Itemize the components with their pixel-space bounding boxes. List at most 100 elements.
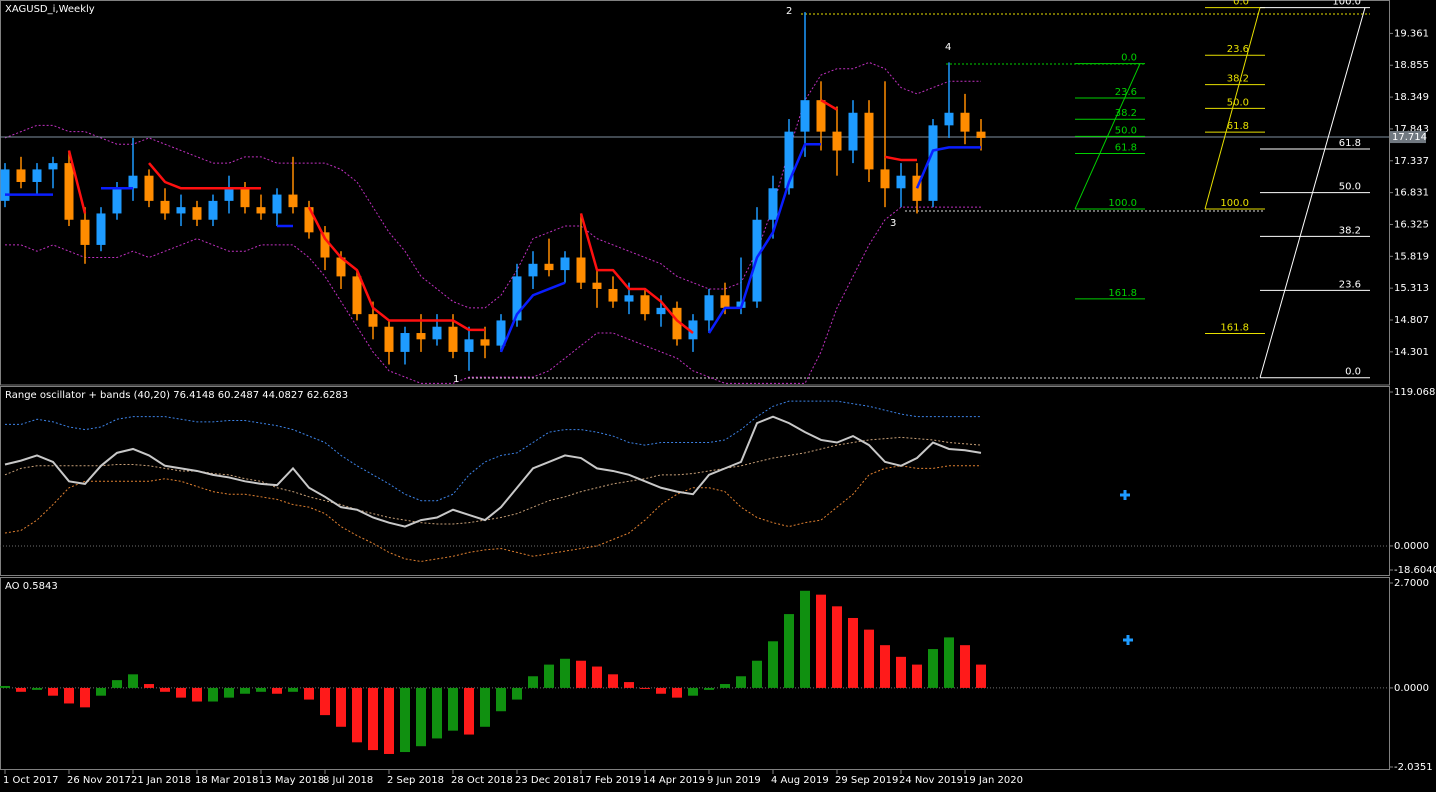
ao-bar	[848, 617, 858, 688]
ao-bar	[0, 685, 10, 688]
ao-bar	[80, 687, 90, 708]
ao-bar	[48, 687, 58, 696]
candle-body	[160, 200, 170, 214]
fib-level-label: 0.0	[1233, 0, 1249, 8]
candle-body	[208, 200, 218, 220]
candle-body	[784, 131, 794, 189]
ao-bar	[192, 687, 202, 702]
y-tick-label: 17.337	[1394, 156, 1429, 167]
candle-body	[576, 257, 586, 283]
last-price-label: 17.714	[1392, 132, 1427, 143]
ao-bar	[784, 614, 794, 688]
candle-body	[720, 295, 730, 308]
x-tick-label: 23 Dec 2018	[515, 775, 579, 786]
fib-level-label: 38.2	[1339, 225, 1361, 236]
ao-bar	[112, 680, 122, 688]
fib-level-label: 0.0	[1121, 53, 1137, 64]
ao-bar	[560, 658, 570, 688]
ao-bar	[240, 687, 250, 694]
candle-body	[592, 282, 602, 289]
ao-bar	[816, 594, 826, 688]
wave-label: 3	[890, 218, 896, 229]
candle-body	[928, 125, 938, 201]
ao-bar	[224, 687, 234, 698]
fib-level-label: 50.0	[1339, 182, 1361, 193]
ao-bar	[608, 674, 618, 688]
candle-body	[960, 112, 970, 132]
x-tick-label: 21 Jan 2018	[131, 775, 191, 786]
candle-body	[832, 131, 842, 151]
x-tick-label: 14 Apr 2019	[643, 775, 705, 786]
candle-body	[976, 131, 986, 138]
ao-bar	[576, 660, 586, 688]
y-tick-label: 2.7000	[1394, 578, 1429, 589]
x-tick-label: 28 Oct 2018	[451, 775, 513, 786]
candle-body	[192, 207, 202, 220]
ao-bar	[704, 687, 714, 690]
candle-body	[896, 175, 906, 189]
ao-bar	[416, 687, 426, 747]
y-tick-label: 16.831	[1394, 188, 1429, 199]
candle-body	[640, 295, 650, 315]
ao-bar	[928, 649, 938, 688]
ao-bar	[16, 687, 26, 692]
candle-body	[320, 232, 330, 258]
cross-marker	[1120, 490, 1130, 500]
x-tick-label: 8 Jul 2018	[323, 775, 373, 786]
ao-bar	[352, 687, 362, 743]
ao-bar	[656, 687, 666, 694]
fib-level-label: 161.8	[1220, 323, 1249, 334]
fib-level-label: 38.2	[1115, 108, 1137, 119]
candle-body	[496, 320, 506, 346]
ao-bar	[288, 687, 298, 692]
osc-lower-band	[4, 465, 981, 562]
ao-bar	[400, 687, 410, 753]
main-panel: 0.023.638.250.061.8100.0161.80.023.638.2…	[0, 0, 1389, 384]
x-tick-label: 9 Jun 2019	[707, 775, 761, 786]
ao-bar	[368, 687, 378, 751]
ao-bar	[304, 687, 314, 700]
ao-bar	[672, 687, 682, 698]
fib-level-label: 161.8	[1108, 288, 1137, 299]
candle-body	[560, 257, 570, 271]
ao-bar	[624, 682, 634, 688]
ao-bar	[432, 687, 442, 739]
x-tick-label: 17 Feb 2019	[579, 775, 641, 786]
y-tick-label: 18.349	[1394, 92, 1429, 103]
ao-bar	[64, 687, 74, 704]
ao-panel-frame	[0, 577, 1390, 770]
candle-body	[64, 163, 74, 220]
y-tick-label: 16.325	[1394, 219, 1429, 230]
y-tick-label: 19.361	[1394, 28, 1429, 39]
ao-title: AO 0.5843	[5, 581, 58, 592]
ao-bar	[32, 687, 42, 690]
y-tick-label: 119.0689	[1394, 387, 1436, 398]
fib-level-label: 0.0	[1345, 367, 1361, 378]
ao-bar	[384, 687, 394, 754]
candle-body	[288, 194, 298, 208]
candle-body	[96, 213, 106, 245]
osc-panel	[0, 400, 1389, 562]
y-tick-label: -2.0351	[1394, 762, 1433, 773]
candle-body	[432, 326, 442, 340]
candle-body	[256, 207, 266, 214]
fib-level-label: 61.8	[1115, 143, 1137, 154]
ao-bar	[960, 645, 970, 688]
ao-bar	[448, 687, 458, 731]
candle-body	[768, 188, 778, 220]
trend-stop-up	[5, 142, 981, 353]
y-tick-label: 17.843	[1394, 124, 1429, 135]
y-tick-label: 15.819	[1394, 251, 1429, 262]
fib-level-label: 50.0	[1115, 125, 1137, 136]
ao-bar	[336, 687, 346, 727]
main-title: XAGUSD_i,Weekly	[5, 4, 95, 15]
candle-body	[48, 163, 58, 170]
ao-bar	[208, 687, 218, 702]
candle-body	[32, 169, 42, 182]
ao-bar	[912, 664, 922, 688]
ao-bar	[96, 687, 106, 696]
osc-panel-frame	[0, 386, 1390, 576]
y-tick-label: 15.313	[1394, 283, 1429, 294]
candle-body	[384, 326, 394, 352]
